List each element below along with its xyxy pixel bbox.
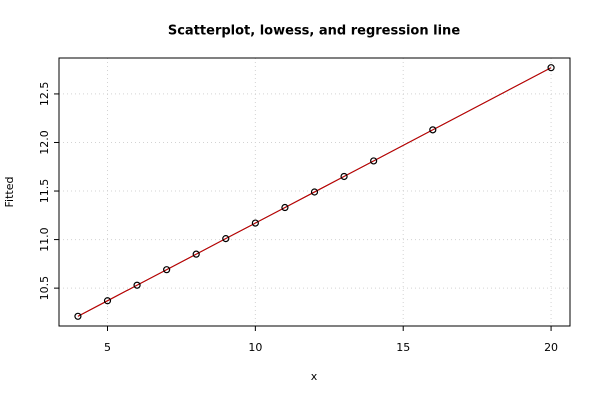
plot-area (77, 67, 552, 317)
point (340, 172, 348, 181)
point (251, 219, 259, 227)
x-axis-label: x (311, 370, 318, 383)
point (370, 157, 378, 165)
point (192, 250, 200, 258)
point (310, 188, 319, 196)
point (429, 126, 437, 134)
point (103, 297, 112, 305)
y-tick-label: 12.5 (38, 82, 51, 107)
y-axis-label: Fitted (3, 177, 16, 208)
x-tick-label: 5 (104, 341, 111, 354)
chart-title: Scatterplot, lowess, and regression line (168, 24, 460, 39)
point (74, 312, 82, 320)
fit-line (77, 67, 552, 317)
y-tick-label: 11.5 (38, 179, 51, 204)
point (547, 64, 555, 72)
x-tick-label: 15 (396, 341, 410, 354)
y-tick-label: 11.0 (38, 227, 51, 252)
point (133, 281, 141, 289)
y-tick-label: 12.0 (38, 130, 51, 155)
point (163, 266, 171, 274)
point (281, 203, 289, 212)
x-tick-label: 10 (248, 341, 262, 354)
point (222, 235, 230, 243)
x-tick-label: 20 (544, 341, 558, 354)
plot-frame (58, 57, 571, 327)
y-tick-label: 10.5 (38, 276, 51, 301)
